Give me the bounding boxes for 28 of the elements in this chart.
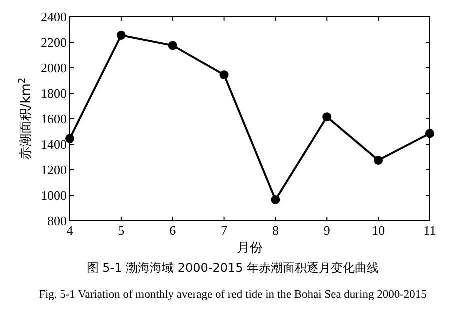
y-tick-label: 1200: [41, 162, 67, 178]
y-tick-label: 1800: [41, 86, 67, 101]
caption: 图 5-1 渤海海域 2000-2015 年赤潮面积逐月变化曲线: [86, 261, 380, 275]
point: [271, 195, 280, 204]
y-tick-label: 1000: [41, 188, 67, 203]
x-tick-label: 4: [66, 223, 74, 238]
caption: Fig. 5-1 Variation of monthly average of red tide in the Bohai Sea during 2000-2015: [39, 289, 428, 301]
point: [66, 134, 74, 144]
point: [426, 129, 434, 138]
x-axis-title: 月份: [237, 241, 263, 256]
point: [322, 112, 332, 122]
point: [374, 156, 384, 165]
point: [220, 70, 229, 80]
x-tick-label: 7: [221, 223, 228, 238]
x-tick-label: 5: [118, 223, 125, 238]
x-tick-label: 8: [272, 223, 279, 238]
y-tick-label: 2000: [41, 60, 67, 76]
x-tick-label: 10: [372, 223, 386, 238]
y-tick-label: 1600: [41, 112, 67, 126]
x-tick-label: 9: [324, 223, 330, 238]
point: [116, 30, 126, 40]
x-tick-label: 11: [424, 223, 436, 238]
y-tick-label: 2200: [41, 35, 67, 50]
y-tick-label: 2400: [41, 10, 67, 24]
x-tick-label: 6: [170, 223, 177, 238]
y-tick-label: 800: [48, 214, 67, 228]
y-tick-label: 1400: [41, 137, 67, 152]
point: [168, 41, 178, 50]
